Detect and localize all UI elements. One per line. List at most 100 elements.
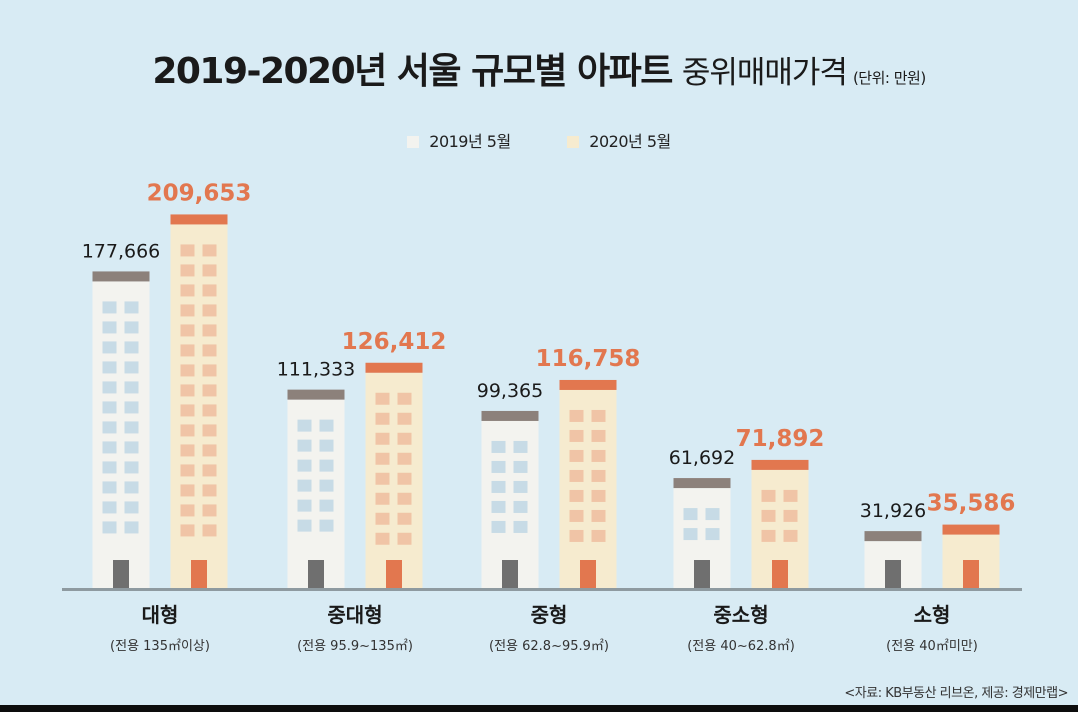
- title-light: 중위매매가격: [681, 55, 848, 91]
- category-label: 대형: [142, 603, 179, 627]
- bar-2019-window: [102, 401, 117, 414]
- bar-2019-window: [124, 521, 139, 534]
- bar-2020-window: [397, 512, 412, 525]
- category-label: 중대형: [327, 603, 382, 627]
- legend-item-2020: 2020년 5월: [567, 128, 671, 152]
- bar-2020-window: [761, 529, 776, 542]
- bar-2019-window: [124, 341, 139, 354]
- bar-2019-window: [491, 440, 506, 453]
- bar-2020-window: [180, 504, 195, 517]
- category-sublabel: (전용 40㎡미만): [886, 639, 978, 654]
- bar-2019-window: [102, 461, 117, 474]
- legend-swatch-2020: [567, 136, 580, 148]
- data-label-2020: 126,412: [342, 329, 447, 355]
- bar-2020-window: [397, 452, 412, 465]
- bar-2020-window: [180, 464, 195, 477]
- bar-2020-roof: [559, 379, 617, 390]
- bar-2020-door: [772, 560, 788, 588]
- bar-2020-body: [559, 389, 617, 588]
- bar-2020-window: [180, 284, 195, 297]
- bar-2020-window: [180, 324, 195, 337]
- category-label: 중형: [531, 603, 568, 627]
- bar-2019-window: [491, 480, 506, 493]
- bar-2020-window: [591, 409, 606, 422]
- bar-2019-window: [102, 501, 117, 514]
- bar-2020-window: [180, 404, 195, 417]
- bar-2020-window: [591, 529, 606, 542]
- bar-2019-window: [102, 321, 117, 334]
- bar-2019-window: [102, 301, 117, 314]
- bar-2020-window: [397, 432, 412, 445]
- bar-2020-window: [375, 392, 390, 405]
- bar-2019-window: [319, 519, 334, 532]
- data-label-2019: 177,666: [82, 240, 161, 262]
- bar-2019-window: [102, 441, 117, 454]
- bar-2020-body: [170, 224, 228, 589]
- legend: 2019년 5월 2020년 5월: [0, 128, 1078, 152]
- bar-2019-window: [513, 520, 528, 533]
- bar-2020-window: [202, 444, 217, 457]
- bar-2019-window: [102, 361, 117, 374]
- bar-2019-window: [705, 528, 720, 541]
- bar-2020-window: [202, 364, 217, 377]
- category-label: 소형: [914, 603, 951, 627]
- bar-2020-window: [569, 449, 584, 462]
- bar-2019-window: [319, 459, 334, 472]
- bar-2020-window: [180, 484, 195, 497]
- bar-2020-roof: [170, 214, 228, 225]
- bar-2020-window: [202, 384, 217, 397]
- category-sublabel: (전용 95.9~135㎡): [297, 639, 413, 654]
- bar-2019-window: [683, 508, 698, 521]
- category-sublabel: (전용 40~62.8㎡): [687, 639, 795, 654]
- bar-2020-window: [180, 364, 195, 377]
- bar-2020-window: [783, 489, 798, 502]
- bar-2020-window: [591, 489, 606, 502]
- bar-2019-window: [297, 519, 312, 532]
- bar-2019-body: [92, 281, 150, 588]
- bar-2019-window: [513, 440, 528, 453]
- bar-2020-window: [202, 324, 217, 337]
- bar-2020-window: [202, 484, 217, 497]
- data-label-2019: 99,365: [477, 380, 543, 402]
- bar-2019-window: [297, 459, 312, 472]
- bar-2019-window: [705, 508, 720, 521]
- bar-2019-window: [491, 500, 506, 513]
- data-label-2020: 209,653: [147, 180, 252, 206]
- bar-2019-window: [124, 441, 139, 454]
- bar-2019-window: [297, 499, 312, 512]
- bar-2019-door: [694, 560, 710, 588]
- unit-label: (단위: 만원): [852, 69, 926, 87]
- bar-2019-window: [102, 481, 117, 494]
- bar-2020-roof: [365, 362, 423, 373]
- bar-2020-window: [591, 429, 606, 442]
- bar-2019-window: [297, 479, 312, 492]
- bar-2019-window: [513, 500, 528, 513]
- bar-2020-window: [180, 444, 195, 457]
- bar-2019-window: [319, 439, 334, 452]
- bar-2019-window: [491, 460, 506, 473]
- bar-group-3: 99,365 116,758 중형 (전용 62.8~95.9㎡): [477, 346, 641, 654]
- bar-2020-door: [580, 560, 596, 588]
- bar-2019-window: [102, 421, 117, 434]
- bar-2019-roof: [92, 271, 150, 282]
- data-label-2019: 111,333: [277, 359, 356, 381]
- bar-2019-window: [297, 419, 312, 432]
- bar-2020-door: [963, 560, 979, 588]
- bar-2020-window: [375, 412, 390, 425]
- bar-2019-roof: [673, 478, 731, 489]
- data-label-2019: 31,926: [860, 500, 926, 522]
- bar-2020-window: [202, 264, 217, 277]
- bar-2020-window: [202, 524, 217, 537]
- bar-2019-window: [124, 501, 139, 514]
- bar-2019-window: [102, 521, 117, 534]
- bar-2019-window: [319, 479, 334, 492]
- bar-2020-window: [180, 384, 195, 397]
- bar-2020-window: [180, 424, 195, 437]
- bar-2020-window: [397, 532, 412, 545]
- category-sublabel: (전용 135㎡이상): [110, 639, 210, 654]
- bar-2020-window: [569, 429, 584, 442]
- bar-2020-window: [375, 532, 390, 545]
- bar-2020-window: [569, 509, 584, 522]
